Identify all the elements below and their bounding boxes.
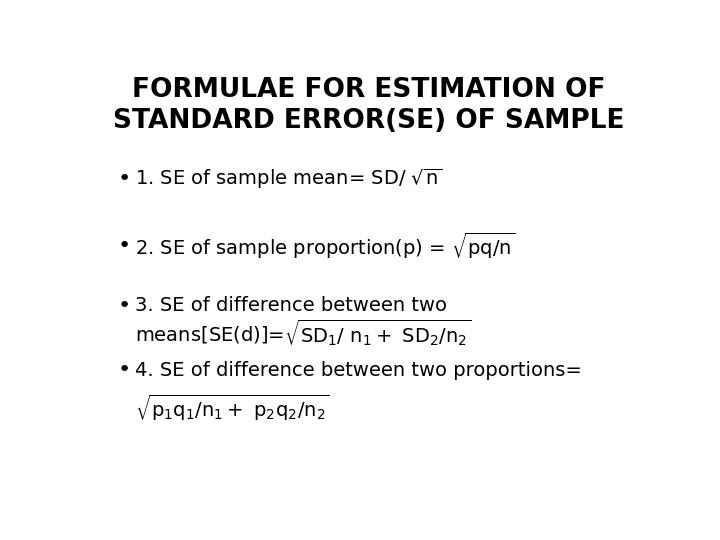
Text: $\sqrt{\mathrm{p}_{1}\mathrm{q}_{1}/\mathrm{n}_{1}+\ \mathrm{p}_{2}\mathrm{q}_{2: $\sqrt{\mathrm{p}_{1}\mathrm{q}_{1}/\mat… <box>135 393 330 423</box>
Text: 2. SE of sample proportion(p) = $\sqrt{\mathrm{pq/n}}$: 2. SE of sample proportion(p) = $\sqrt{\… <box>135 231 515 261</box>
Text: •: • <box>118 360 131 380</box>
Text: •: • <box>118 296 131 316</box>
Text: FORMULAE FOR ESTIMATION OF
STANDARD ERROR(SE) OF SAMPLE: FORMULAE FOR ESTIMATION OF STANDARD ERRO… <box>113 77 625 134</box>
Text: 4. SE of difference between two proportions=: 4. SE of difference between two proporti… <box>135 361 582 380</box>
Text: means[SE(d)]=$\sqrt{\mathrm{SD}_{1}/\ \mathrm{n}_{1}+\ \mathrm{SD}_{2}/\mathrm{n: means[SE(d)]=$\sqrt{\mathrm{SD}_{1}/\ \m… <box>135 318 471 348</box>
Text: 1. SE of sample mean= SD/ $\sqrt{\mathrm{n}}$: 1. SE of sample mean= SD/ $\sqrt{\mathrm… <box>135 167 442 191</box>
Text: 3. SE of difference between two: 3. SE of difference between two <box>135 296 446 315</box>
Text: •: • <box>118 169 131 189</box>
Text: •: • <box>118 235 131 255</box>
